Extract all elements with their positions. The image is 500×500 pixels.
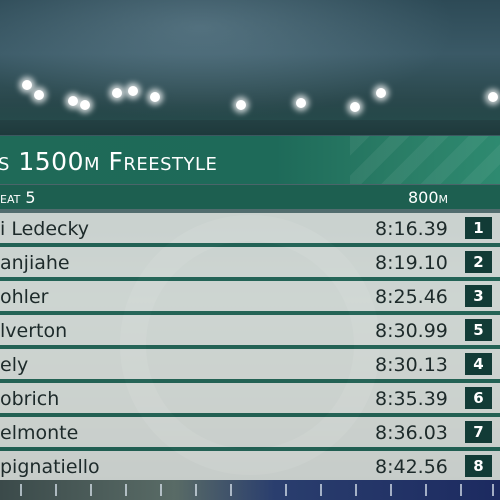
lane-marker: [195, 484, 197, 496]
result-row: ohler 8:25.46 3: [0, 281, 500, 311]
split-time: 8:25.46: [375, 286, 448, 308]
lane-marker: [230, 484, 232, 496]
swimmer-name: ohler: [0, 286, 49, 308]
pool-light: [488, 92, 498, 102]
split-time: 8:30.99: [375, 320, 448, 342]
pool-light: [22, 80, 32, 90]
split-time: 8:42.56: [375, 456, 448, 478]
result-row: pignatiello 8:42.56 8: [0, 451, 500, 481]
lane-marker: [160, 484, 162, 496]
lane-marker: [285, 484, 287, 496]
swimmer-name: pignatiello: [0, 456, 100, 478]
heat-label: eat 5: [0, 188, 36, 207]
split-label: 800m: [408, 188, 449, 207]
lane-marker: [425, 484, 427, 496]
split-time: 8:16.39: [375, 218, 448, 240]
place-badge: 1: [465, 217, 492, 239]
swimmer-name: lverton: [0, 320, 68, 342]
row-divider: [0, 345, 500, 349]
row-divider: [0, 413, 500, 417]
lane-marker: [125, 484, 127, 496]
pool-light: [128, 86, 138, 96]
event-title: s 1500m Freestyle: [0, 147, 218, 176]
row-divider: [0, 277, 500, 281]
pool-light: [236, 100, 246, 110]
lane-marker: [492, 484, 494, 496]
row-divider: [0, 243, 500, 247]
pool-light: [350, 102, 360, 112]
row-divider: [0, 379, 500, 383]
pool-light: [376, 88, 386, 98]
pool-light: [80, 100, 90, 110]
split-time: 8:19.10: [375, 252, 448, 274]
place-badge: 5: [465, 319, 492, 341]
row-divider: [0, 447, 500, 451]
swimmer-name: i Ledecky: [0, 218, 90, 240]
split-time: 8:35.39: [375, 388, 448, 410]
lane-marker: [355, 484, 357, 496]
split-time: 8:30.13: [375, 354, 448, 376]
place-badge: 8: [465, 455, 492, 477]
place-badge: 3: [465, 285, 492, 307]
row-divider: [0, 311, 500, 315]
result-row: elmonte 8:36.03 7: [0, 417, 500, 447]
place-badge: 7: [465, 421, 492, 443]
title-band: [0, 136, 500, 184]
result-row: i Ledecky 8:16.39 1: [0, 213, 500, 243]
lane-marker: [90, 484, 92, 496]
heat-band: [0, 185, 500, 209]
pool-light: [150, 92, 160, 102]
pool-light: [34, 90, 44, 100]
lane-marker: [20, 484, 22, 496]
result-row: anjiahe 8:19.10 2: [0, 247, 500, 277]
result-row: obrich 8:35.39 6: [0, 383, 500, 413]
swimmer-name: elmonte: [0, 422, 79, 444]
swimmer-name: anjiahe: [0, 252, 70, 274]
swimmer-name: ely: [0, 354, 29, 376]
pool-light: [68, 96, 78, 106]
place-badge: 6: [465, 387, 492, 409]
place-badge: 4: [465, 353, 492, 375]
result-row: ely 8:30.13 4: [0, 349, 500, 379]
result-row: lverton 8:30.99 5: [0, 315, 500, 345]
pool-light: [296, 98, 306, 108]
place-badge: 2: [465, 251, 492, 273]
pool-light: [112, 88, 122, 98]
lane-marker: [390, 484, 392, 496]
pool-wall-shadow: [0, 100, 500, 120]
lane-marker: [55, 484, 57, 496]
swimmer-name: obrich: [0, 388, 60, 410]
lane-marker: [460, 484, 462, 496]
lane-marker: [320, 484, 322, 496]
split-time: 8:36.03: [375, 422, 448, 444]
